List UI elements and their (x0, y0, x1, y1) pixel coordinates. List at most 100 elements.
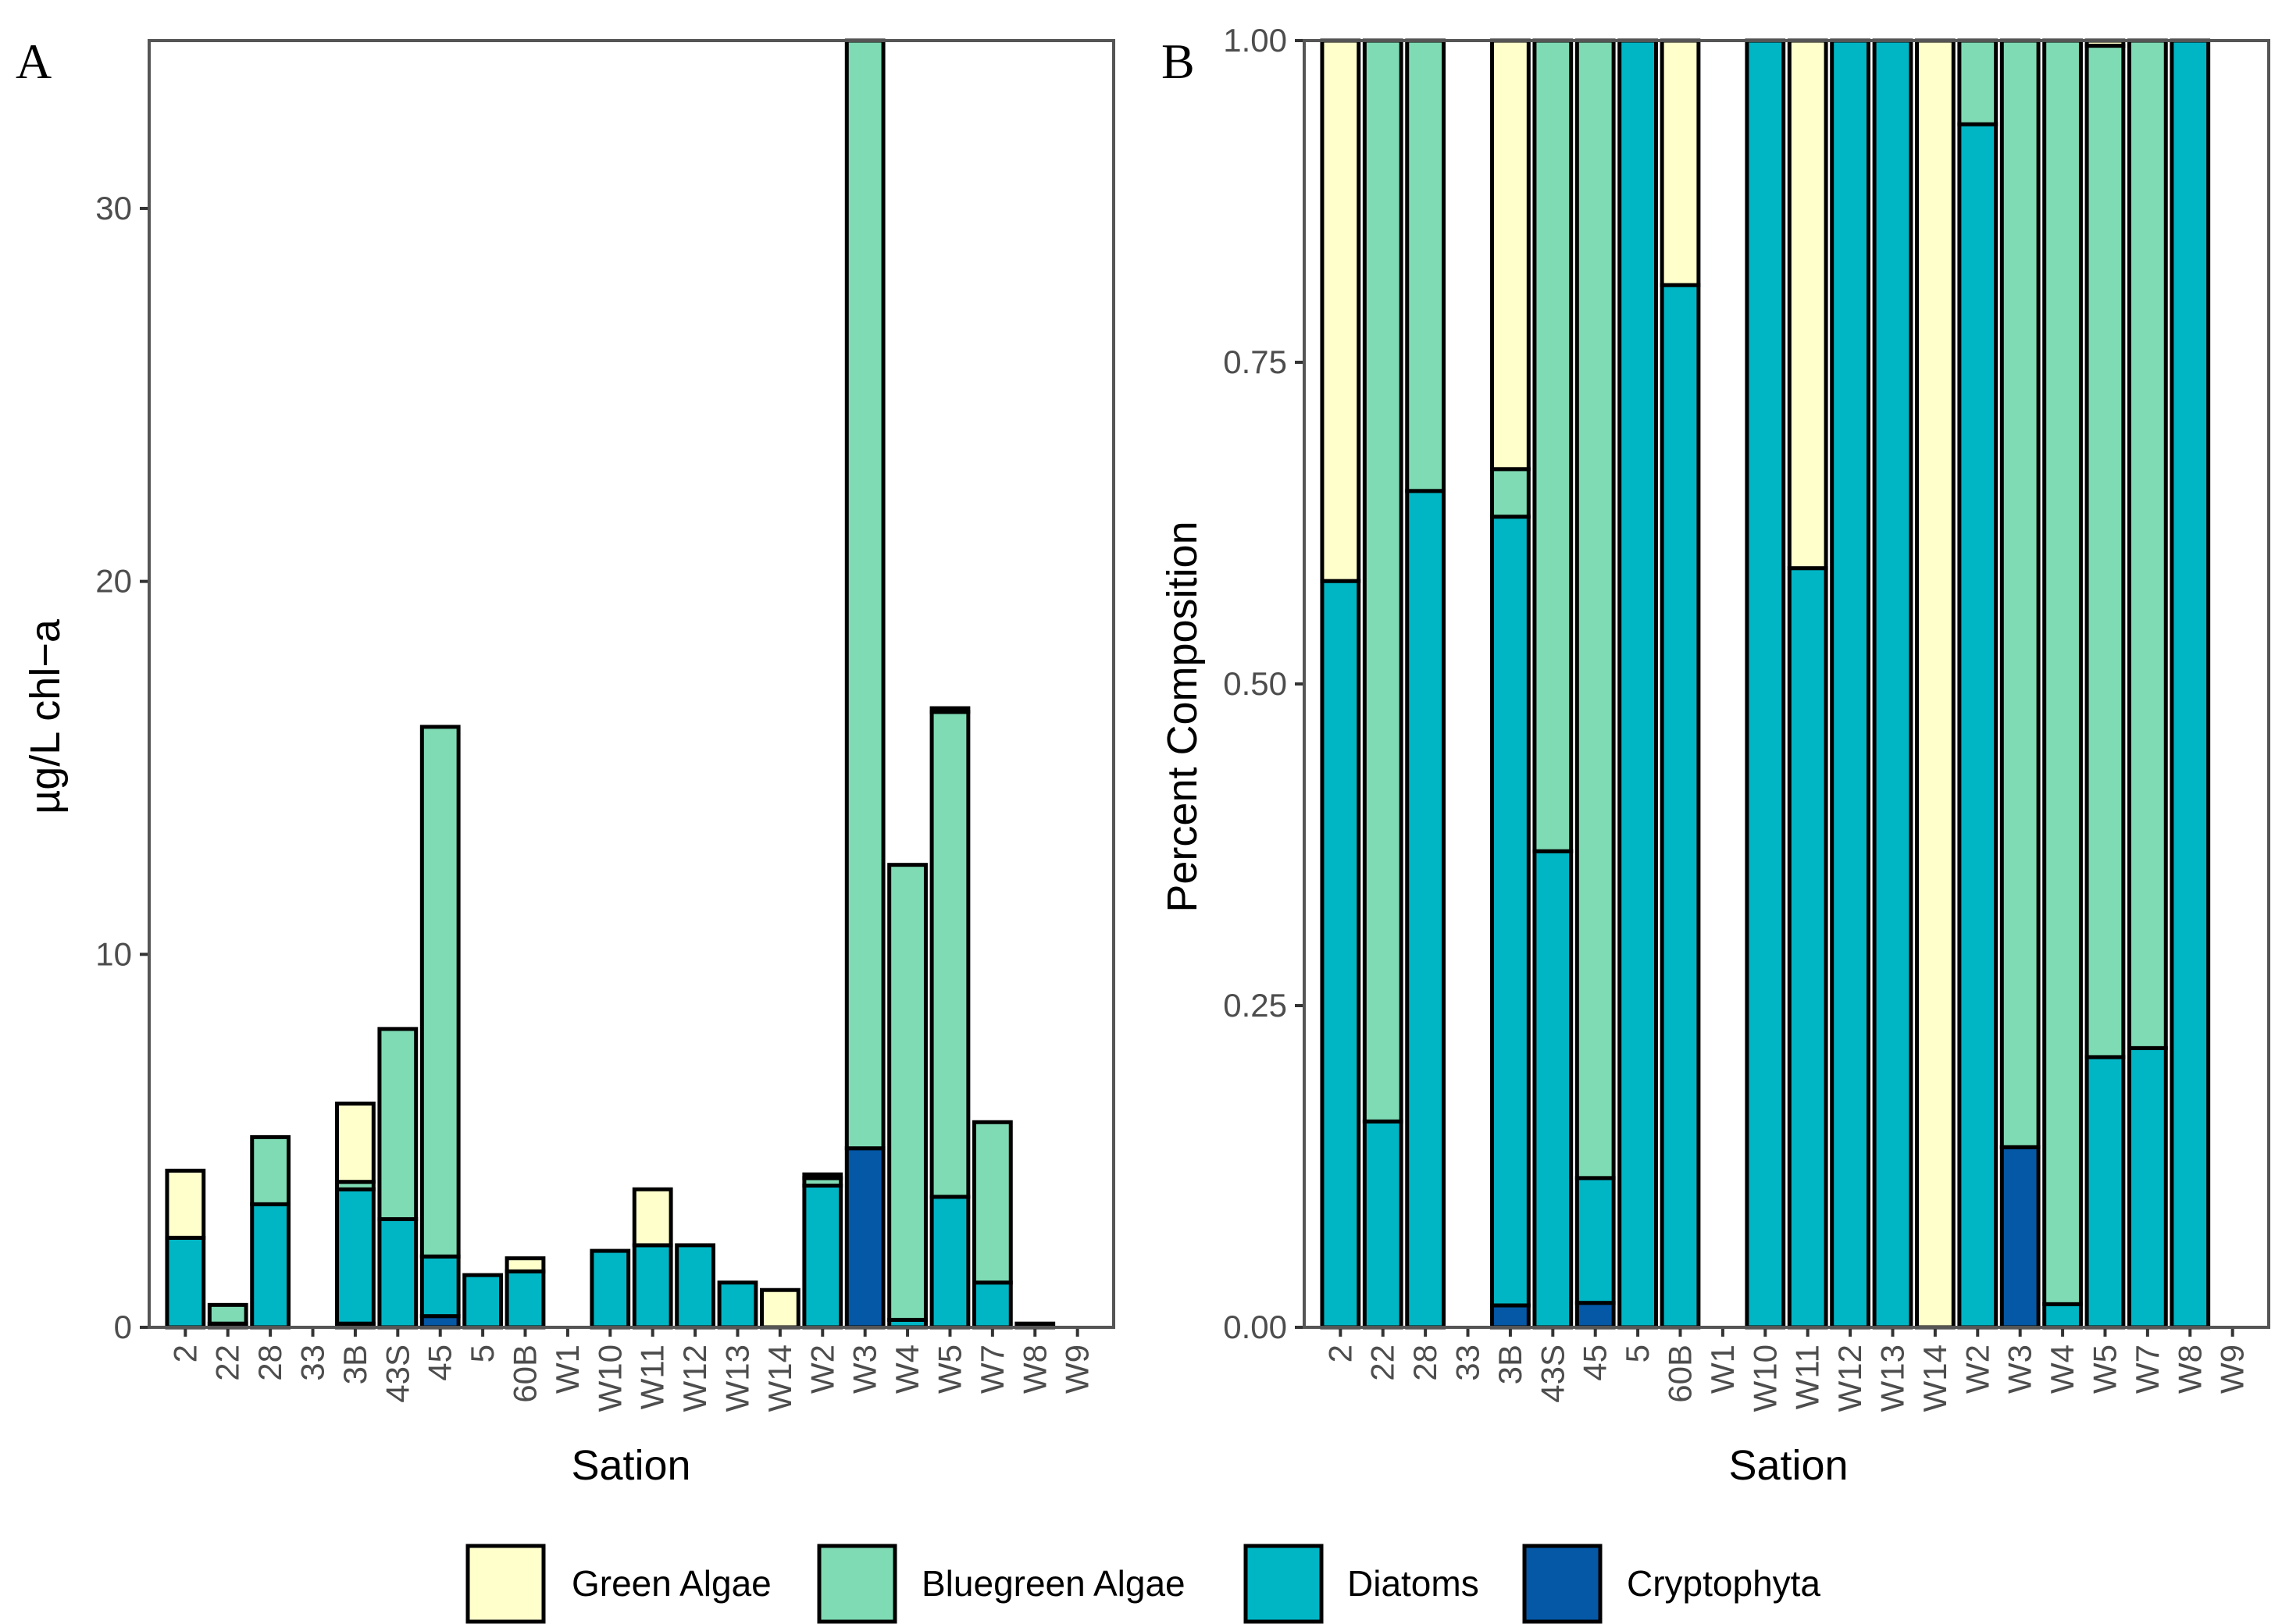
legend-label-green-algae: Green Algae (572, 1563, 772, 1604)
panel-a-bar-w12-diatoms (675, 1243, 715, 1330)
panel-a-x-tick-label: 22 (209, 1344, 246, 1381)
panel-a-x-tick-label: W4 (889, 1344, 925, 1394)
panel-b-bar-22-bluegreen-algae (1362, 38, 1403, 1124)
panel-b-bar-w14-green-algae (1915, 38, 1956, 1330)
panel-a-y-tick-label: 30 (95, 190, 132, 226)
panel-b-bar-w13-diatoms (1872, 38, 1913, 1330)
panel-a-x-tick-label: W5 (932, 1344, 968, 1394)
panel-a-bar-45-diatoms (419, 1254, 461, 1319)
panel-a-x-tick-label: W7 (974, 1344, 1011, 1394)
panel-b-y-tick-label: 0.50 (1223, 665, 1287, 702)
panel-b-tag: B (1161, 34, 1195, 89)
panel-a-frame (148, 39, 1115, 1329)
panel-a-bar-w7-diatoms (972, 1280, 1013, 1330)
panel-a-x-tick-label: W1 (549, 1344, 586, 1394)
panel-b-bar-60b-diatoms (1660, 283, 1701, 1330)
panel-a-x-tick-label: 60B (507, 1344, 544, 1403)
panel-b-bar-2-green-algae (1320, 38, 1361, 583)
panel-b-bar-w2-diatoms (1957, 122, 1999, 1330)
panel-b-bar-w7-diatoms (2127, 1045, 2168, 1330)
panel-b-bar-w4-diatoms (2042, 1302, 2083, 1330)
panel-b-bar-45-diatoms (1574, 1176, 1616, 1305)
panel-b-bar-w12-diatoms (1830, 38, 1870, 1330)
panel-a-x-tick-label: 5 (464, 1344, 501, 1362)
panel-a-x-tick-label: W10 (591, 1344, 628, 1412)
panel-a-y-tick-label: 0 (114, 1309, 132, 1345)
panel-a-bar-2-diatoms (165, 1235, 206, 1330)
panel-a-bar-w11-diatoms (632, 1243, 673, 1330)
panel-a-bar-45-bluegreen-algae (419, 725, 461, 1259)
legend-label-bluegreen-algae: Bluegreen Algae (922, 1563, 1186, 1604)
panel-a-x-tick-label: W8 (1016, 1344, 1053, 1394)
panel-b-bar-w8-diatoms (2170, 38, 2211, 1330)
panel-a-bar-w11-green-algae (632, 1187, 673, 1248)
panel-b-bar-w3-bluegreen-algae (1999, 38, 2041, 1149)
panel-b-bar-w3-cryptophyta (1999, 1145, 2041, 1330)
panel-a-x-axis-title: Sation (571, 1442, 690, 1489)
panel-b-x-tick-label: 60B (1662, 1344, 1699, 1403)
legend-label-diatoms: Diatoms (1347, 1563, 1479, 1604)
panel-b-y-tick-label: 0.00 (1223, 1309, 1287, 1345)
panel-a-x-tick-label: 3B (337, 1344, 373, 1384)
panel-b-bar-w2-bluegreen-algae (1957, 38, 1999, 126)
panel-b-bar-3b-cryptophyta (1490, 1303, 1531, 1330)
panel-b-x-tick-label: 22 (1364, 1344, 1401, 1381)
panel-b-bar-w7-bluegreen-algae (2127, 38, 2168, 1050)
panel-a-bar-w7-bluegreen-algae (972, 1120, 1013, 1285)
panel-b-bar-3b-bluegreen-algae (1490, 467, 1531, 519)
panel-a-x-tick-label: W13 (719, 1344, 756, 1412)
panel-b-bar-45-bluegreen-algae (1574, 38, 1616, 1181)
panel-a-y-tick-label: 20 (95, 563, 132, 600)
panel-b-bar-22-diatoms (1362, 1119, 1403, 1330)
panel-b-x-tick-label: 28 (1407, 1344, 1443, 1381)
legend-swatch-cryptophyta (1522, 1544, 1603, 1624)
panel-b-y-axis-title: Percent Composition (1159, 521, 1206, 912)
panel-b-x-tick-label: W2 (1959, 1344, 1995, 1394)
panel-a-x-tick-label: W3 (847, 1344, 883, 1394)
panel-a-x-tick-label: 2 (166, 1344, 203, 1362)
panel-a-x-tick-label: W11 (634, 1344, 671, 1409)
panel-b-x-tick-label: 5 (1619, 1344, 1656, 1362)
panel-a-bar-3b-diatoms (335, 1187, 376, 1326)
panel-a-bar-5-diatoms (462, 1273, 503, 1330)
panel-a-bar-43s-diatoms (377, 1216, 419, 1330)
panel-b-bar-43s-bluegreen-algae (1532, 38, 1574, 853)
legend-swatch-green-algae (465, 1544, 546, 1624)
panel-b-bar-3b-green-algae (1490, 38, 1531, 472)
panel-b-x-tick-label: 33 (1449, 1344, 1486, 1381)
panel-b-x-tick-label: W3 (2002, 1344, 2038, 1394)
panel-a-bar-60b-green-algae (505, 1256, 546, 1273)
panel-b-bar-60b-green-algae (1660, 38, 1701, 287)
panel-b-x-tick-label: 2 (1321, 1344, 1358, 1362)
legend: Green Algae Bluegreen Algae Diatoms Cryptop… (465, 1544, 1820, 1624)
panel-a-bar-w5-diatoms (929, 1195, 971, 1330)
panel-a-bar-22-bluegreen-algae (207, 1302, 248, 1326)
panel-a-bar-w3-cryptophyta (844, 1146, 886, 1330)
panel-a-x-tick-label: W2 (804, 1344, 840, 1394)
panel-b-bar-w11-diatoms (1787, 566, 1828, 1330)
panel-a-x-tick-label: W12 (676, 1344, 713, 1412)
panel-b-x-tick-label: W14 (1917, 1344, 1953, 1412)
panel-b-bar-w11-green-algae (1787, 38, 1828, 571)
panel-b-bar-w5-bluegreen-algae (2084, 44, 2126, 1060)
panel-a-bar-2-green-algae (165, 1168, 206, 1240)
panel-a-x-tick-label: 43S (379, 1344, 415, 1403)
panel-a-x-tick-label: 33 (294, 1344, 331, 1381)
panel-b-x-axis-title: Sation (1728, 1442, 1848, 1489)
panel-b-x-tick-label: W9 (2214, 1344, 2251, 1394)
panel-a-x-tick-label: 45 (422, 1344, 458, 1381)
panel-a-x-tick-label: W9 (1059, 1344, 1096, 1394)
panel-a-bar-w2-diatoms (802, 1183, 843, 1330)
panel-a-bar-28-bluegreen-algae (250, 1134, 291, 1206)
panel-b-bar-2-diatoms (1320, 579, 1361, 1330)
panel-a-bar-w5-bluegreen-algae (929, 710, 971, 1199)
panel-a-bar-w3-bluegreen-algae (844, 38, 886, 1151)
legend-label-cryptophyta: Cryptophyta (1627, 1563, 1820, 1604)
panel-b-x-tick-label: 43S (1534, 1344, 1571, 1403)
panel-b-bar-w5-diatoms (2084, 1055, 2126, 1330)
panel-a-bar-43s-bluegreen-algae (377, 1027, 419, 1221)
panel-b-chart: B Percent Composition Sation 0.00 0.25 0.5… (1159, 22, 2270, 1489)
panel-b-x-tick-label: W12 (1831, 1344, 1868, 1412)
